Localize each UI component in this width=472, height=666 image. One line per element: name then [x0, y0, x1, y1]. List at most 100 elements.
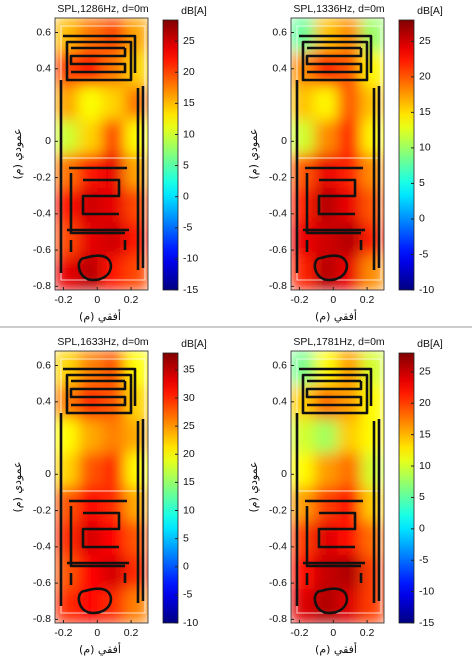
heat-cell	[101, 222, 126, 257]
heat-cell	[291, 521, 315, 556]
y-tick-label: 0.6	[272, 359, 287, 371]
x-tick-label: 0	[94, 627, 100, 639]
colorbar-tick-label: -5	[419, 554, 428, 566]
heatmap	[291, 351, 384, 623]
heat-cell	[291, 188, 315, 223]
chart-title: SPL,1286Hz, d=0m	[57, 3, 149, 15]
y-tick-label: -0.8	[269, 613, 287, 625]
colorbar-tick-label: 10	[419, 460, 431, 472]
y-tick-label: -0.4	[33, 541, 51, 553]
x-tick-label: 0.2	[124, 294, 139, 306]
colorbar-tick-label: 25	[419, 35, 431, 47]
heatmap	[55, 351, 148, 623]
y-tick-label: 0	[281, 135, 287, 147]
heat-cell	[337, 222, 362, 257]
heat-cell	[314, 154, 338, 189]
x-tick-label: -0.2	[54, 294, 72, 306]
y-tick-label: -0.6	[33, 244, 51, 256]
heat-cell	[55, 154, 79, 189]
colorbar-label: dB[A]	[417, 5, 443, 17]
x-tick-label: 0	[330, 294, 336, 306]
y-tick-label: 0	[45, 135, 51, 147]
heat-cell	[101, 120, 126, 155]
y-tick-label: 0.4	[36, 396, 51, 408]
y-tick-label: 0.6	[36, 359, 51, 371]
x-axis-label: أفقي (م)	[79, 309, 121, 323]
y-tick-label: 0.4	[36, 63, 51, 75]
y-tick-label: -0.2	[33, 504, 51, 516]
heat-cell	[314, 385, 338, 420]
colorbar-tick-label: -10	[183, 253, 198, 265]
heat-cell	[337, 188, 362, 223]
x-tick-label: 0.2	[124, 627, 139, 639]
y-tick-label: -0.4	[269, 208, 287, 220]
colorbar-label: dB[A]	[417, 338, 443, 350]
plot-frame	[290, 17, 385, 291]
x-axis-label: أفقي (م)	[79, 642, 121, 656]
y-tick-label: -0.8	[33, 613, 51, 625]
heat-cell	[78, 419, 102, 454]
colorbar-tick-label: 25	[419, 366, 431, 378]
chart-title: SPL,1633Hz, d=0m	[57, 336, 149, 348]
heat-cell	[314, 419, 338, 454]
colorbar-tick-label: 0	[183, 190, 189, 202]
y-axis-label: عمودي (م)	[11, 128, 24, 179]
heat-cell	[314, 487, 338, 522]
colorbar-tick-label: 15	[183, 97, 195, 109]
heat-cell	[314, 52, 338, 87]
y-tick-label: 0.6	[272, 26, 287, 38]
colorbar-tick-label: 35	[183, 364, 195, 376]
heat-cell	[337, 521, 362, 556]
colorbar-tick-label: 20	[183, 66, 195, 78]
heat-cell	[314, 555, 338, 590]
heat-cell	[337, 555, 362, 590]
heat-cell	[78, 453, 102, 488]
y-tick-label: -0.2	[269, 504, 287, 516]
y-tick-label: -0.4	[33, 208, 51, 220]
heat-cell	[55, 521, 79, 556]
heat-cell	[55, 86, 79, 121]
colorbar-tick-label: 0	[183, 561, 189, 573]
colorbar	[398, 352, 415, 624]
chart-title: SPL,1781Hz, d=0m	[293, 336, 385, 348]
y-tick-label: -0.6	[269, 577, 287, 589]
y-tick-label: -0.6	[269, 244, 287, 256]
heat-cell	[314, 86, 338, 121]
heat-cell	[291, 555, 315, 590]
heat-cell	[101, 188, 126, 223]
heat-cell	[101, 419, 126, 454]
heat-cell	[101, 555, 126, 590]
y-axis-label: عمودي (م)	[247, 128, 260, 179]
colorbar-tick-label: 10	[183, 128, 195, 140]
heat-cell	[314, 256, 338, 290]
colorbar-tick-label: 5	[419, 491, 425, 503]
colorbar-tick-label: 20	[419, 397, 431, 409]
heatmap-cells	[291, 351, 384, 623]
heat-cell	[337, 154, 362, 189]
colorbar-tick-label: 5	[183, 159, 189, 171]
heat-cell	[314, 222, 338, 257]
colorbar-tick-label: 10	[183, 504, 195, 516]
heat-cell	[55, 188, 79, 223]
heat-cell	[55, 555, 79, 590]
heat-cell	[291, 453, 315, 488]
colorbar-tick-label: -5	[183, 589, 192, 601]
heat-cell	[291, 589, 315, 623]
colorbar	[162, 19, 179, 291]
heat-cell	[337, 419, 362, 454]
y-tick-label: 0.4	[272, 396, 287, 408]
plot-frame	[54, 350, 149, 624]
colorbar-tick-label: 20	[183, 448, 195, 460]
colorbar-label: dB[A]	[181, 5, 207, 17]
heat-cell	[101, 52, 126, 87]
x-tick-label: 0.2	[360, 294, 375, 306]
colorbar-tick-label: -15	[183, 284, 198, 296]
x-tick-label: -0.2	[54, 627, 72, 639]
heat-cell	[337, 86, 362, 121]
colorbar-tick-label: 20	[419, 71, 431, 83]
x-axis-label: أفقي (م)	[315, 309, 357, 323]
x-tick-label: -0.2	[290, 627, 308, 639]
heat-cell	[314, 589, 338, 623]
heat-cell	[101, 385, 126, 420]
heat-cell	[291, 120, 315, 155]
